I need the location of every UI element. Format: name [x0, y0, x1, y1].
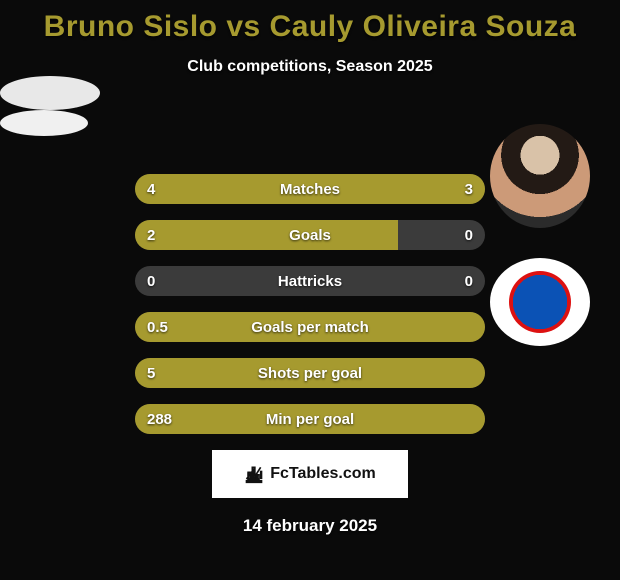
stat-left-fill: [135, 174, 335, 204]
stat-left-fill: [135, 220, 398, 250]
stat-row: 43Matches: [135, 174, 485, 204]
player-right-avatar: [490, 124, 590, 228]
stat-right-fill: [335, 174, 486, 204]
stat-row: 20Goals: [135, 220, 485, 250]
stat-left-fill: [135, 404, 485, 434]
stat-row: 0.5Goals per match: [135, 312, 485, 342]
watermark: FcTables.com: [212, 450, 408, 498]
stat-row: 5Shots per goal: [135, 358, 485, 388]
stat-right-value: 0: [465, 220, 473, 250]
chart-icon: [244, 464, 264, 484]
stat-left-value: 0: [147, 266, 155, 296]
player-left-avatar-placeholder-2: [0, 110, 88, 136]
club-badge-icon: [509, 271, 571, 333]
subtitle: Club competitions, Season 2025: [0, 58, 620, 76]
stat-row: 0 0Hattricks: [135, 266, 485, 296]
stat-right-value: 0: [465, 266, 473, 296]
page-title: Bruno Sislo vs Cauly Oliveira Souza: [0, 10, 620, 44]
date-text: 14 february 2025: [0, 516, 620, 536]
watermark-text: FcTables.com: [270, 465, 376, 483]
stat-left-fill: [135, 358, 485, 388]
player-right-club-badge: [490, 258, 590, 346]
infographic-container: Bruno Sislo vs Cauly Oliveira Souza Club…: [0, 0, 620, 580]
stat-label: Hattricks: [135, 266, 485, 296]
player-left-avatar-placeholder-1: [0, 76, 100, 110]
stat-left-fill: [135, 312, 485, 342]
stat-row: 288Min per goal: [135, 404, 485, 434]
